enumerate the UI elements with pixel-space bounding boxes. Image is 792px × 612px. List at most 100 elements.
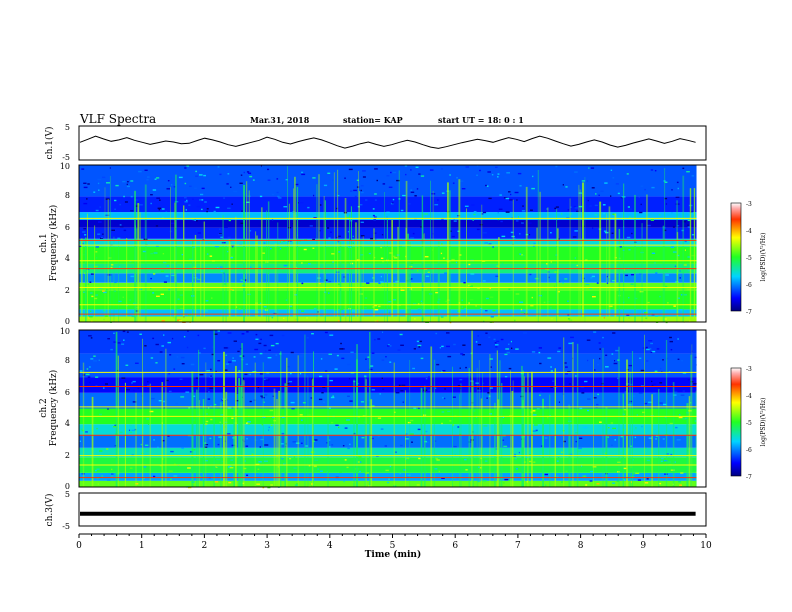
spectrogram-speckle [223,347,228,349]
spectrogram-speckle [400,209,404,212]
spectrogram-speckle [519,185,522,187]
spectrogram-sferic [280,351,282,487]
spectrogram-speckle [156,177,160,179]
spectrogram-speckle [251,314,255,317]
spectrogram-speckle [114,424,117,427]
spectrogram-speckle [468,263,471,266]
spectrogram-speckle [155,343,159,346]
spectrogram-speckle [185,391,190,393]
spectrogram-sferic [391,219,393,322]
spectrogram-speckle [623,479,626,481]
spectrogram-speckle [501,235,506,238]
spectrogram-speckle [540,391,542,393]
spectrogram-speckle [242,355,245,357]
spectrogram-speckle [434,468,438,470]
spectrogram-speckle [612,213,615,215]
spectrogram-speckle [394,411,396,413]
spectrogram-speckle [228,374,232,377]
spectrogram-speckle [416,270,419,272]
spectrogram-speckle [617,377,619,380]
spectrogram-sferic [359,239,362,322]
spectrogram-speckle [217,330,220,332]
spectrogram-sferic [554,368,556,487]
spectrogram-speckle [243,440,246,443]
spectrogram-speckle [97,483,99,485]
spectrogram-sferic [277,222,279,322]
spectrogram-speckle [208,391,210,393]
spectrogram-speckle [470,273,475,275]
spectrogram-sferic [359,191,360,322]
spectrogram-speckle [410,221,415,223]
spectrogram-speckle [259,446,261,448]
spectrogram-speckle [663,271,666,273]
spectrogram-speckle [677,297,680,299]
ch1-spectrogram-panel: 0 2 4 6 8 10 ch.1 Frequency (kHz) -3 -4 … [39,162,767,326]
spectrogram-speckle [400,444,403,447]
ch2-spectrogram-panel: 0 2 4 6 8 10 ch.2 Frequency (kHz) -3 -4 … [39,327,767,491]
spectrogram-speckle [664,181,668,183]
spectrogram-speckle [247,421,251,423]
spectrogram-speckle [567,209,570,211]
spectrogram-speckle [596,403,599,406]
spectrogram-speckle [168,470,173,472]
spectrogram-speckle [404,165,408,167]
spectrogram-speckle [456,177,458,179]
spectrogram-speckle [328,280,332,283]
spectrogram-speckle [565,186,568,188]
spectrogram-speckle [663,460,668,462]
spectrogram-speckle [560,213,563,215]
spectrogram-speckle [488,243,492,245]
spectrogram-speckle [257,386,260,389]
spectrogram-speckle [115,314,118,317]
ch1-cbar-tick-7: -7 [746,309,752,316]
spectrogram-sferic [468,367,470,487]
spectrogram-speckle [374,168,378,170]
spectrogram-speckle [192,419,196,421]
spectrogram-speckle [684,240,687,243]
spectrogram-speckle [165,379,169,382]
spectrogram-sferic [296,187,299,322]
ch2-colorbar-label: log(PSD)(V²/Hz) [760,398,767,447]
spectrogram-speckle [292,441,296,443]
spectrogram-sferic [608,206,611,322]
spectrogram-speckle [436,459,440,461]
spectrogram-speckle [528,450,531,452]
spectrogram-speckle [493,338,496,341]
spectrogram-speckle [513,457,516,459]
spectrogram-speckle [605,366,609,368]
spectrogram-speckle [666,393,669,396]
ch1-ytick-bottom: -5 [62,153,70,162]
spectrogram-speckle [163,406,165,409]
spectrogram-speckle [425,441,429,443]
spectrogram-speckle [205,423,208,425]
spectrogram-sferic [614,213,617,322]
ch2-channel-label: ch.2 [39,398,49,417]
spectrogram-sferic [242,380,245,487]
spectrogram-speckle [81,429,85,432]
spectrogram-sferic [219,402,222,487]
spectrogram-speckle [192,449,196,451]
spectrogram-speckle [337,241,340,243]
spectrogram-speckle [546,263,548,265]
spectrogram-speckle [322,386,326,388]
spectrogram-speckle [127,181,129,183]
ch2-cbar-tick-5: -5 [746,420,752,427]
spectrogram-speckle [514,453,516,456]
spectrogram-speckle [596,483,600,485]
spectrogram-speckle [328,353,332,355]
spectrogram-speckle [283,292,286,294]
spectrogram-speckle [531,187,535,190]
spectrogram-speckle [453,220,457,222]
spectrogram-speckle [468,302,470,304]
spectrogram-speckle [479,169,481,172]
spectrogram-speckle [538,347,542,349]
spectrogram-speckle [242,482,245,485]
spectrogram-speckle [673,391,678,394]
spectrogram-speckle [254,348,259,351]
spectrogram-speckle [265,261,269,263]
spectrogram-speckle [428,389,431,391]
spectrogram-speckle [146,418,149,420]
spectrogram-speckle [105,383,108,385]
spectrogram-speckle [442,397,444,399]
spectrogram-sferic [557,228,559,322]
